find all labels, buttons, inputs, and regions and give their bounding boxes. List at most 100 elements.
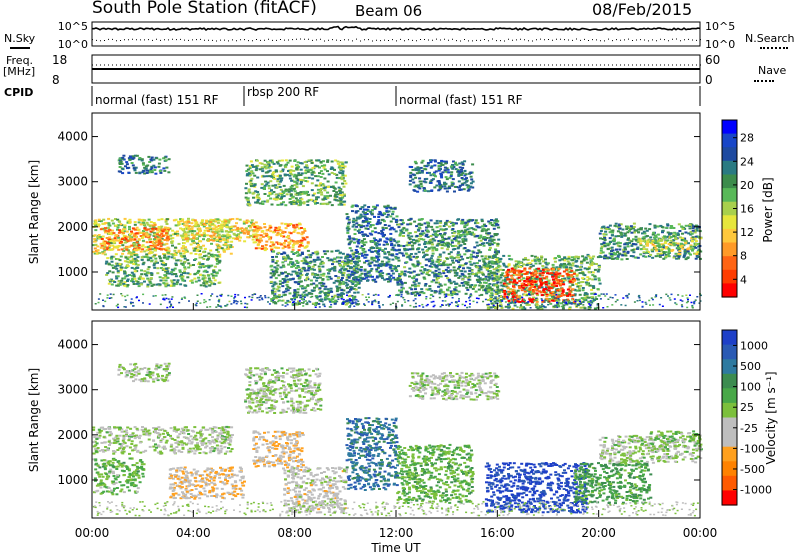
power-cell bbox=[299, 244, 303, 247]
power-cell bbox=[209, 239, 213, 242]
power-cell bbox=[346, 216, 350, 218]
power-cell bbox=[212, 255, 216, 258]
power-cell bbox=[115, 267, 119, 270]
power-cell bbox=[284, 227, 288, 230]
power-cell bbox=[100, 244, 104, 247]
power-cell bbox=[465, 179, 469, 182]
power-cell bbox=[570, 259, 574, 262]
power-cell bbox=[544, 297, 548, 300]
power-cell bbox=[245, 219, 249, 222]
power-cell bbox=[204, 254, 208, 257]
power-cell bbox=[382, 263, 386, 266]
power-cell bbox=[356, 261, 359, 264]
power-cell bbox=[181, 245, 185, 247]
power-cell bbox=[191, 218, 195, 221]
power-cell bbox=[290, 179, 294, 182]
power-cell bbox=[373, 278, 377, 281]
power-cell bbox=[592, 287, 596, 289]
power-cell bbox=[107, 242, 111, 245]
power-cell bbox=[342, 282, 346, 285]
power-cell bbox=[434, 269, 438, 272]
power-cell bbox=[405, 291, 409, 294]
power-cell bbox=[258, 241, 262, 244]
power-cell bbox=[271, 244, 274, 247]
power-cell bbox=[298, 199, 302, 202]
power-cell bbox=[185, 240, 189, 243]
power-cell bbox=[409, 217, 413, 220]
power-cell bbox=[430, 280, 434, 283]
power-cell bbox=[472, 262, 476, 265]
power-cell bbox=[466, 256, 470, 259]
power-cell bbox=[288, 188, 292, 191]
power-cell bbox=[362, 243, 366, 246]
power-cell bbox=[527, 289, 531, 292]
power-cell bbox=[354, 262, 358, 264]
power-cell bbox=[428, 171, 431, 174]
power-cell bbox=[450, 171, 454, 174]
power-cell bbox=[249, 165, 252, 168]
power-cell bbox=[416, 260, 420, 263]
power-cell bbox=[370, 256, 374, 259]
power-cell bbox=[462, 274, 466, 277]
power-cell bbox=[202, 270, 206, 273]
power-cell bbox=[463, 221, 467, 224]
power-cell bbox=[277, 286, 281, 289]
power-cell bbox=[488, 246, 492, 249]
power-cell bbox=[163, 239, 167, 241]
power-cell bbox=[460, 229, 464, 232]
power-cell bbox=[159, 245, 163, 248]
power-cell bbox=[445, 263, 449, 266]
power-cell bbox=[287, 231, 291, 234]
power-cell bbox=[224, 243, 228, 245]
power-cell bbox=[270, 192, 274, 195]
power-cell bbox=[263, 226, 267, 229]
power-cell bbox=[288, 287, 292, 289]
power-cell bbox=[255, 201, 259, 204]
power-cell bbox=[152, 254, 156, 257]
power-cell bbox=[553, 260, 557, 263]
power-cell bbox=[454, 168, 458, 171]
power-cell bbox=[348, 274, 352, 277]
power-cell bbox=[485, 292, 489, 295]
power-cell bbox=[373, 207, 377, 210]
power-cell bbox=[420, 288, 424, 291]
power-cell bbox=[250, 170, 254, 173]
power-cell bbox=[513, 269, 517, 271]
power-cell bbox=[149, 230, 153, 233]
power-cell bbox=[534, 303, 538, 306]
power-cell bbox=[395, 215, 399, 218]
power-cell bbox=[353, 291, 357, 294]
power-cell bbox=[520, 278, 523, 281]
power-cell bbox=[221, 224, 225, 227]
power-cell bbox=[556, 272, 560, 275]
power-cell bbox=[512, 278, 516, 281]
power-cell bbox=[418, 262, 422, 265]
power-cell bbox=[501, 269, 505, 271]
power-cell bbox=[460, 161, 464, 164]
power-cell bbox=[557, 267, 561, 270]
power-cell bbox=[222, 238, 225, 241]
power-cell bbox=[410, 271, 414, 274]
power-cell bbox=[306, 242, 310, 245]
power-cell bbox=[438, 292, 442, 295]
power-cell bbox=[327, 173, 331, 176]
power-cell bbox=[494, 284, 498, 287]
power-cell bbox=[128, 251, 132, 254]
power-cell bbox=[146, 277, 150, 280]
power-cell bbox=[352, 256, 356, 259]
power-cell bbox=[123, 270, 126, 273]
power-cell bbox=[116, 228, 119, 231]
power-cell bbox=[438, 184, 442, 186]
power-cell bbox=[220, 223, 224, 226]
power-cell bbox=[122, 282, 126, 285]
power-cell bbox=[579, 268, 583, 271]
power-cell bbox=[298, 272, 302, 275]
power-cell bbox=[151, 227, 155, 230]
power-cell bbox=[111, 248, 115, 251]
power-cell bbox=[458, 253, 462, 256]
power-cell bbox=[526, 258, 530, 261]
power-cell bbox=[403, 266, 407, 269]
power-cell bbox=[346, 274, 350, 277]
power-cell bbox=[493, 254, 497, 257]
power-cell bbox=[339, 172, 343, 175]
